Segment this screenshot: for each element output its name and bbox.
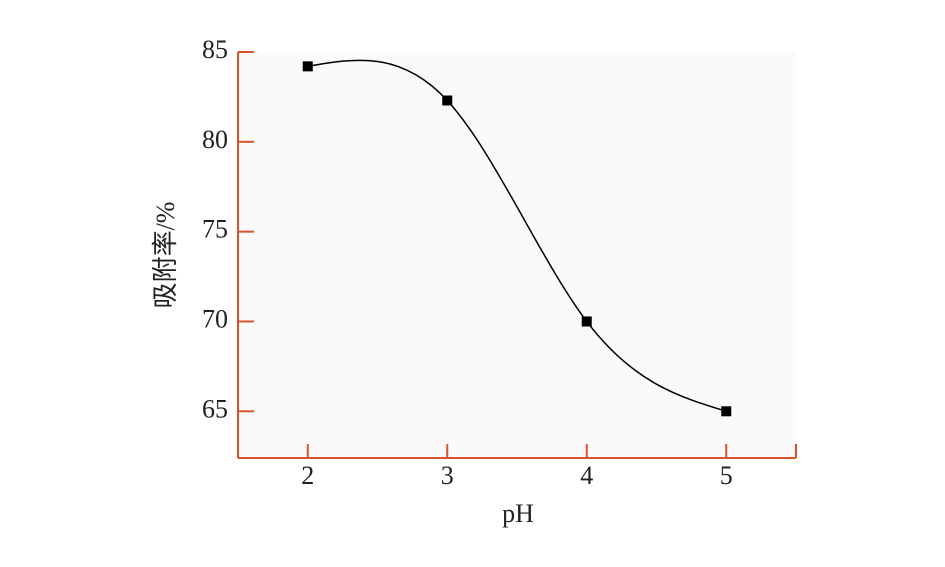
- plot-area: [238, 52, 796, 458]
- x-axis-label: pH: [502, 499, 534, 528]
- x-tick-label: 5: [720, 461, 733, 490]
- data-marker: [581, 316, 592, 327]
- y-tick-label: 75: [202, 215, 228, 244]
- y-tick-label: 85: [202, 35, 228, 64]
- y-tick-label: 70: [202, 304, 228, 333]
- y-axis-label: 吸附率/%: [151, 202, 180, 309]
- data-line: [307, 59, 727, 413]
- x-tick-label: 2: [301, 461, 314, 490]
- x-tick-label: 4: [580, 461, 593, 490]
- x-tick-label: 3: [441, 461, 454, 490]
- y-tick-label: 65: [202, 394, 228, 423]
- data-marker: [302, 61, 313, 72]
- data-marker: [721, 406, 732, 417]
- y-tick-label: 80: [202, 125, 228, 154]
- data-marker: [442, 95, 453, 106]
